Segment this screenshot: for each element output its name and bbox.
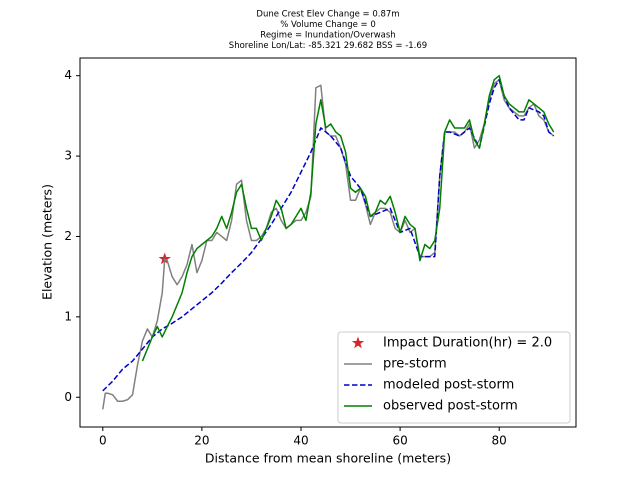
chart-title: Shoreline Lon/Lat: -85.321 29.682 BSS = …	[229, 41, 427, 51]
legend-label: pre-storm	[383, 357, 447, 372]
y-tick-label: 4	[64, 68, 72, 82]
series-line	[141, 74, 555, 362]
plot-area	[102, 74, 555, 410]
legend-label: modeled post-storm	[383, 378, 514, 393]
legend-marker	[351, 336, 365, 349]
x-tick-label: 40	[293, 434, 308, 448]
x-tick-label: 80	[492, 434, 507, 448]
legend-label: observed post-storm	[383, 399, 518, 414]
axes-frame	[79, 57, 577, 428]
x-tick-label: 0	[99, 434, 107, 448]
legend-label: Impact Duration(hr) = 2.0	[383, 336, 552, 351]
x-axis-label: Distance from mean shoreline (meters)	[205, 451, 451, 466]
y-tick-label: 2	[64, 229, 72, 243]
y-axis-label: Elevation (meters)	[40, 184, 55, 300]
chart-title: Dune Crest Elev Change = 0.87m	[256, 10, 399, 20]
y-tick-label: 0	[64, 390, 72, 404]
x-tick-label: 20	[194, 434, 209, 448]
legend-box	[337, 331, 571, 424]
chart-title: Regime = Inundation/Overwash	[260, 31, 395, 41]
y-tick-label: 1	[64, 309, 72, 323]
chart-title: % Volume Change = 0	[280, 20, 376, 30]
x-tick-label: 60	[392, 434, 407, 448]
y-tick-label: 3	[64, 149, 72, 163]
